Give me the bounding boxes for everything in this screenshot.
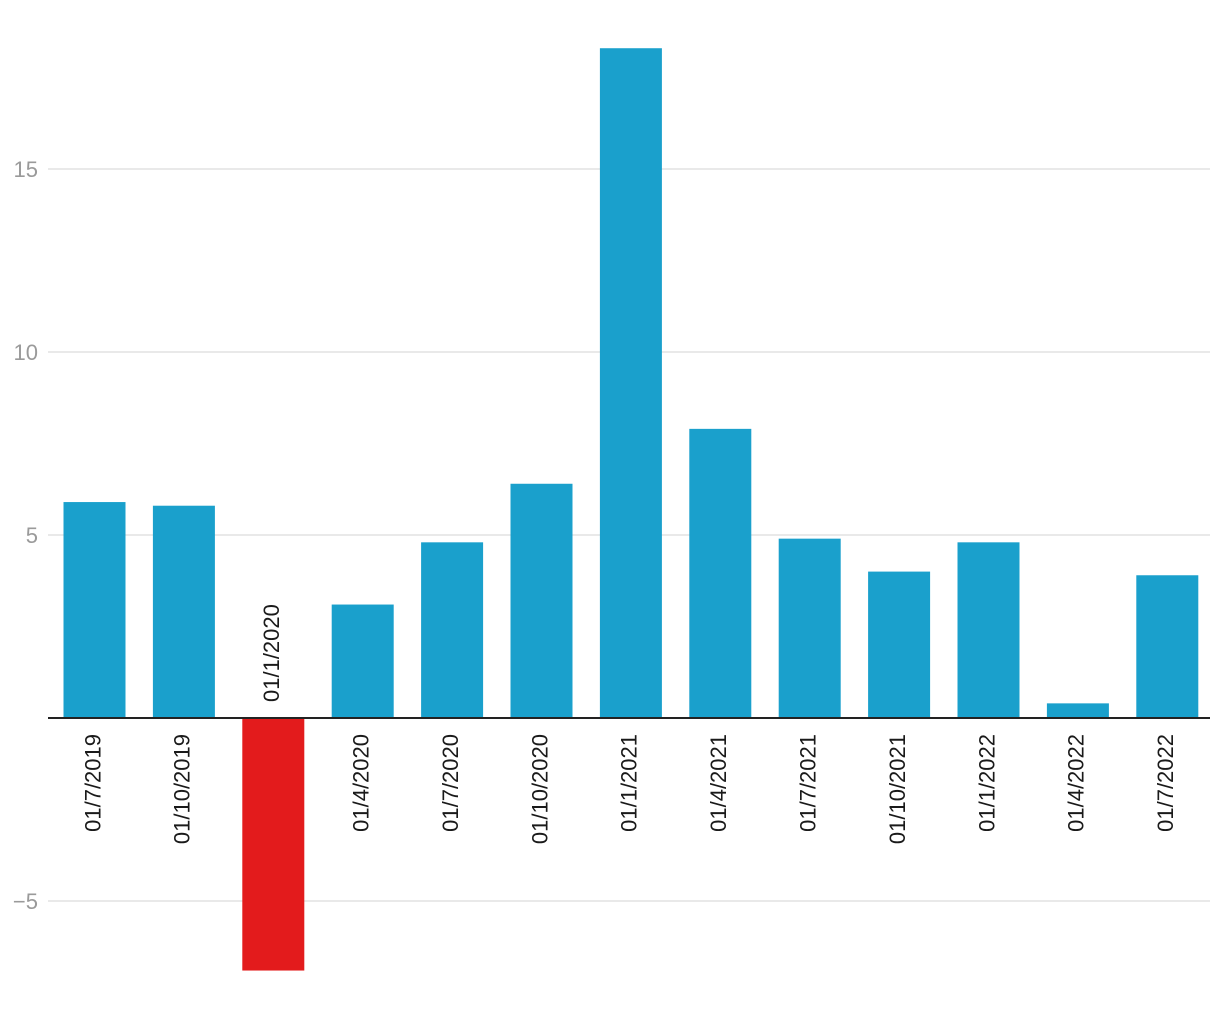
bar xyxy=(1046,703,1109,718)
x-tick-label: 01/4/2020 xyxy=(349,734,374,832)
bar xyxy=(63,502,126,718)
bar xyxy=(1136,575,1199,718)
bar xyxy=(689,428,752,718)
x-tick-label: 01/10/2021 xyxy=(885,734,910,844)
bars xyxy=(63,48,1199,971)
x-tick-label: 01/4/2022 xyxy=(1064,734,1089,832)
bar xyxy=(421,542,484,718)
x-tick-label: 01/10/2020 xyxy=(527,734,552,844)
x-tick-label: 01/7/2019 xyxy=(80,734,105,832)
bar xyxy=(331,604,394,718)
bar xyxy=(599,48,662,719)
x-tick-label: 01/1/2022 xyxy=(974,734,999,832)
bar xyxy=(868,571,931,718)
y-tick-label: 10 xyxy=(14,340,38,365)
bar xyxy=(957,542,1020,718)
x-tick-label: 01/7/2021 xyxy=(796,734,821,832)
x-tick-label: 01/7/2022 xyxy=(1153,734,1178,832)
x-tick-label: 01/4/2021 xyxy=(706,734,731,832)
bar xyxy=(242,718,305,971)
x-tick-label: 01/1/2021 xyxy=(617,734,642,832)
y-tick-label: −5 xyxy=(13,889,38,914)
y-axis-ticks: −5 5 10 15 xyxy=(13,157,38,914)
x-tick-label: 01/10/2019 xyxy=(170,734,195,844)
bar xyxy=(778,538,841,718)
x-axis-ticks: 01/7/2019 01/10/2019 01/1/2020 01/4/2020 01/… xyxy=(80,604,1178,844)
y-tick-label: 15 xyxy=(14,157,38,182)
x-tick-label: 01/1/2020 xyxy=(259,604,284,702)
x-tick-label: 01/7/2020 xyxy=(438,734,463,832)
y-tick-label: 5 xyxy=(26,523,38,548)
bar xyxy=(152,505,215,718)
bar xyxy=(510,483,573,718)
